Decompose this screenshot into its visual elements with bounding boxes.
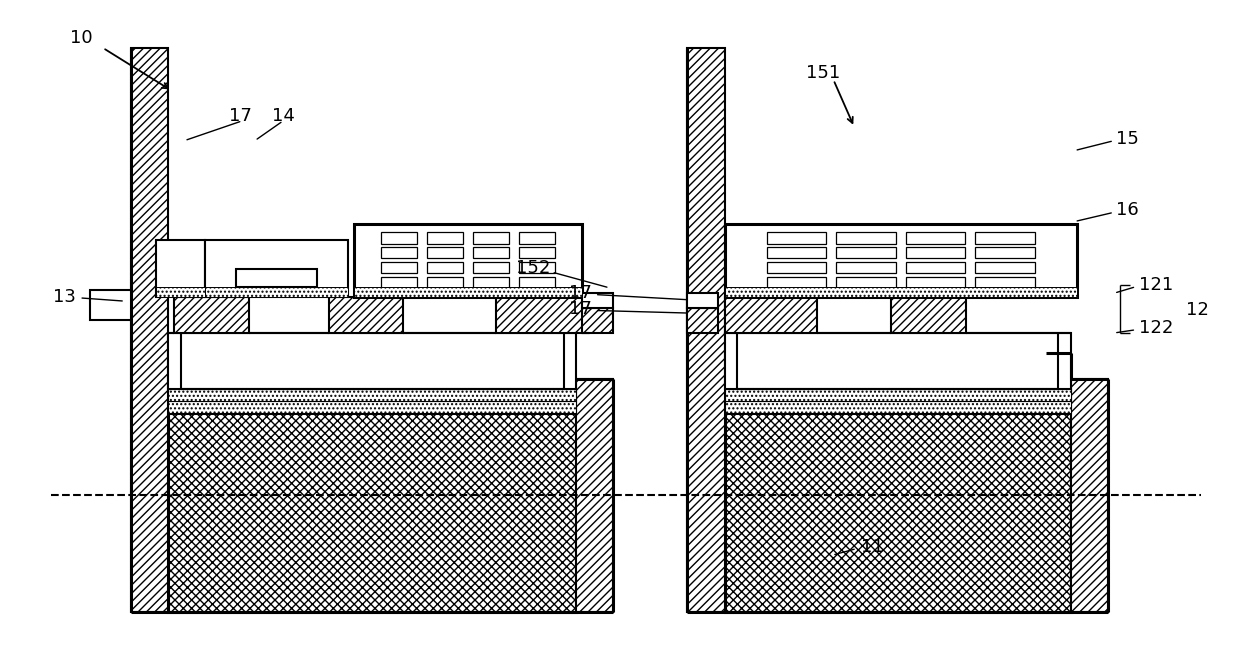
- Text: 122: 122: [1139, 319, 1173, 337]
- Bar: [725, 401, 1070, 412]
- Bar: [767, 276, 826, 288]
- Bar: [906, 262, 965, 273]
- Text: 12: 12: [1186, 301, 1208, 319]
- Bar: [175, 296, 249, 333]
- Text: 11: 11: [861, 537, 883, 555]
- Bar: [382, 247, 418, 258]
- Bar: [353, 224, 582, 296]
- Text: 13: 13: [53, 288, 76, 306]
- Bar: [836, 276, 896, 288]
- Bar: [725, 296, 818, 333]
- Bar: [767, 232, 826, 244]
- Bar: [382, 232, 418, 244]
- Bar: [206, 287, 347, 296]
- Bar: [169, 412, 576, 611]
- Text: 151: 151: [807, 64, 840, 82]
- Text: 152: 152: [515, 259, 550, 277]
- Bar: [169, 333, 576, 389]
- Text: 16: 16: [1116, 201, 1139, 219]
- Bar: [688, 48, 725, 611]
- Bar: [473, 232, 509, 244]
- Text: 17: 17: [569, 300, 591, 318]
- Bar: [975, 276, 1035, 288]
- Bar: [906, 247, 965, 258]
- Bar: [519, 247, 555, 258]
- Bar: [519, 262, 555, 273]
- Bar: [496, 296, 589, 333]
- Bar: [688, 293, 719, 308]
- Bar: [836, 262, 896, 273]
- Bar: [90, 290, 131, 320]
- Bar: [582, 293, 613, 308]
- Text: 10: 10: [71, 29, 93, 47]
- Bar: [237, 268, 317, 287]
- Bar: [473, 247, 509, 258]
- Bar: [131, 48, 169, 611]
- Bar: [906, 276, 965, 288]
- Bar: [725, 412, 1070, 611]
- Bar: [169, 401, 576, 412]
- Bar: [975, 232, 1035, 244]
- Bar: [725, 389, 1070, 401]
- Bar: [892, 296, 965, 333]
- Bar: [975, 262, 1035, 273]
- Text: 17: 17: [569, 284, 591, 302]
- Bar: [1070, 380, 1108, 611]
- Bar: [836, 232, 896, 244]
- Text: 14: 14: [271, 107, 295, 125]
- Bar: [427, 247, 463, 258]
- Bar: [353, 287, 582, 296]
- Bar: [519, 232, 555, 244]
- Bar: [382, 276, 418, 288]
- Bar: [519, 276, 555, 288]
- Bar: [767, 247, 826, 258]
- Bar: [427, 262, 463, 273]
- Bar: [836, 247, 896, 258]
- Bar: [725, 224, 1077, 296]
- Bar: [169, 389, 576, 401]
- Bar: [725, 333, 1070, 389]
- Bar: [382, 262, 418, 273]
- Bar: [725, 287, 1077, 296]
- Bar: [473, 262, 509, 273]
- Text: 17: 17: [228, 107, 252, 125]
- Bar: [206, 240, 347, 296]
- Bar: [427, 276, 463, 288]
- Bar: [576, 380, 613, 611]
- Bar: [767, 262, 826, 273]
- Bar: [906, 232, 965, 244]
- Bar: [156, 287, 206, 296]
- Text: 15: 15: [1116, 130, 1140, 148]
- Bar: [688, 308, 719, 333]
- Bar: [582, 308, 613, 333]
- Bar: [156, 240, 206, 296]
- Bar: [330, 296, 403, 333]
- Text: 121: 121: [1139, 276, 1173, 294]
- Bar: [473, 276, 509, 288]
- Bar: [427, 232, 463, 244]
- Bar: [975, 247, 1035, 258]
